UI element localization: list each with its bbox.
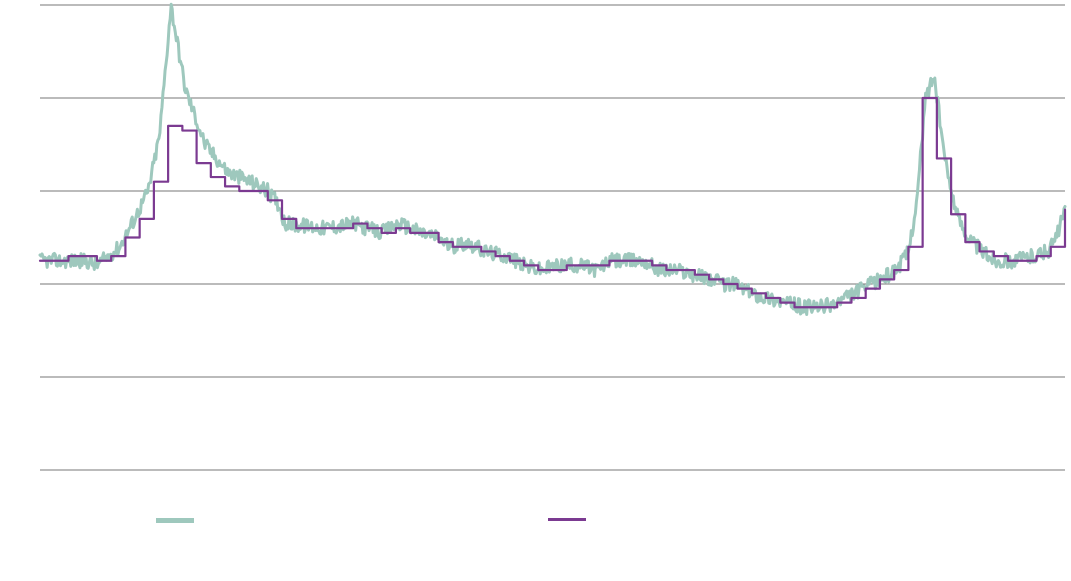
legend-item [548,518,586,521]
series-series-b [40,98,1065,307]
chart-svg [0,0,1071,581]
legend-swatch [548,518,586,521]
legend-item [156,518,194,523]
chart-container [0,0,1071,581]
legend-swatch [156,518,194,523]
series-series-a [40,4,1065,314]
